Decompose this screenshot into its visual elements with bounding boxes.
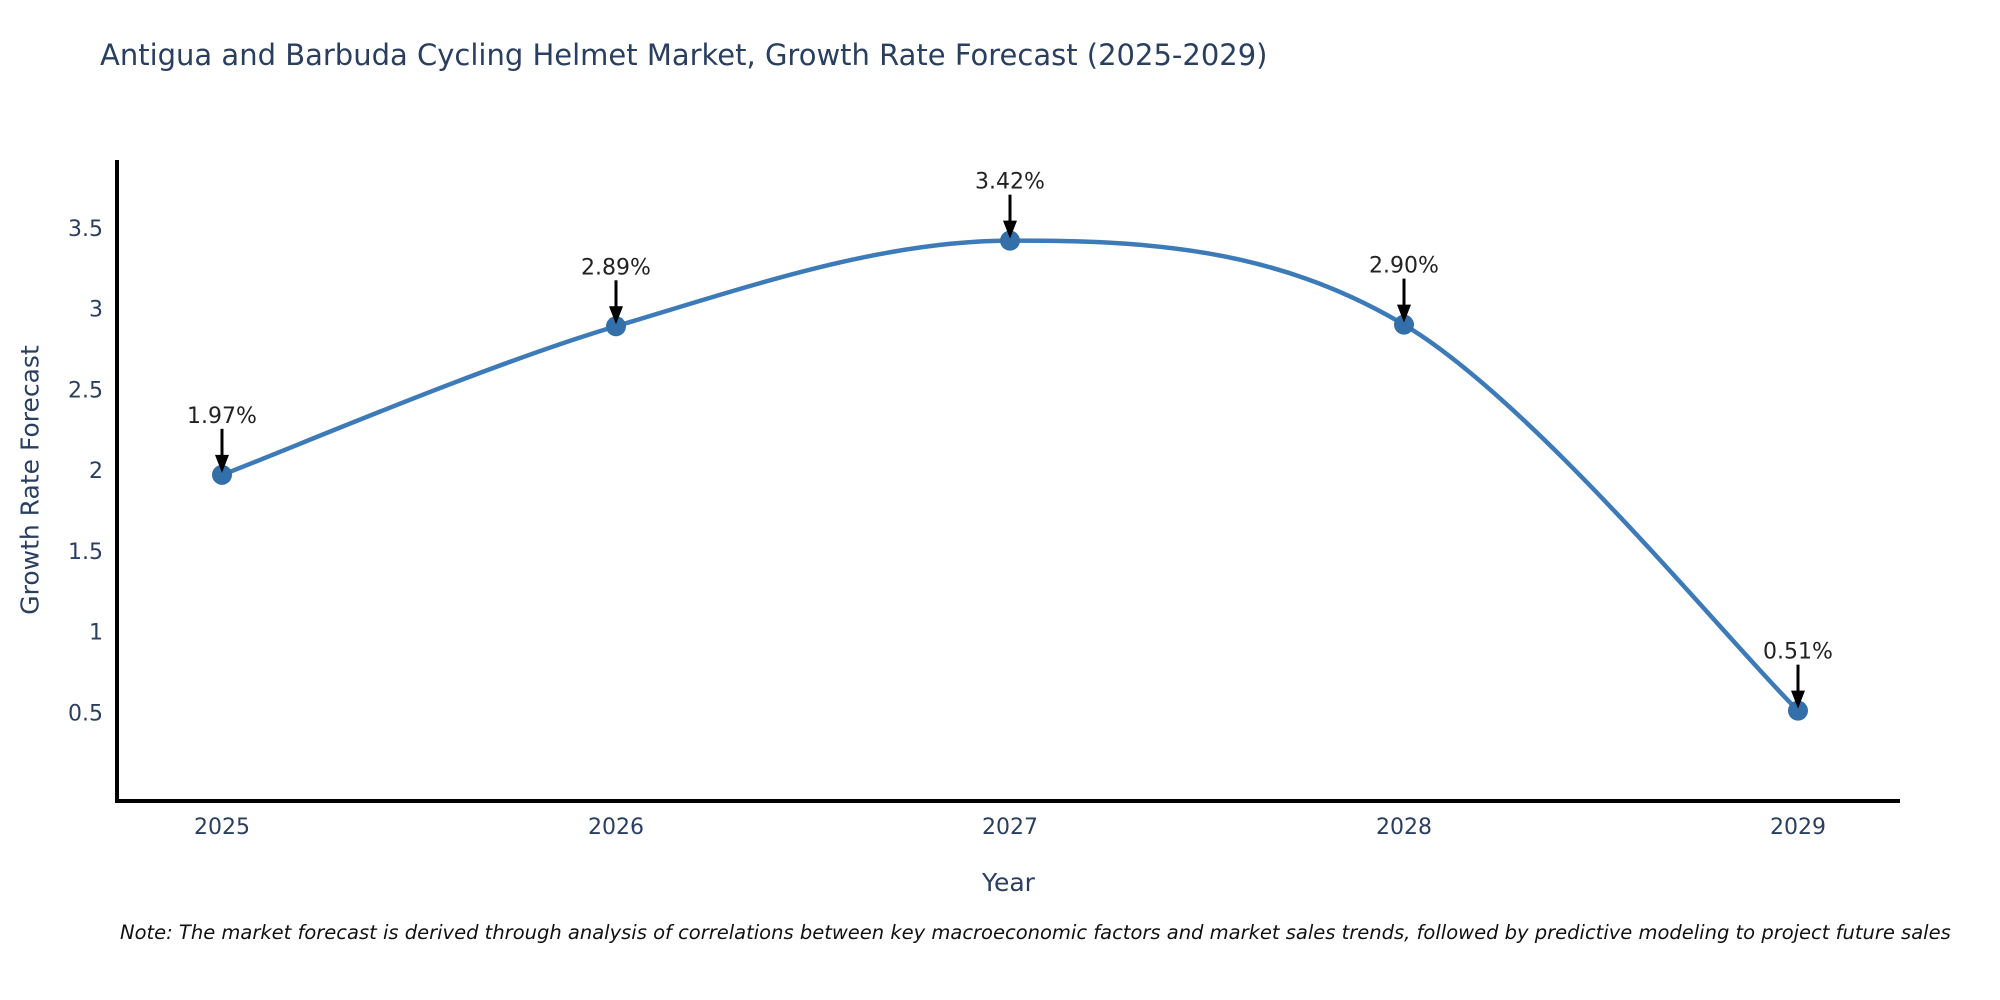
x-tick-label: 2026 [588, 815, 644, 840]
y-tick-label: 1.5 [68, 540, 103, 565]
data-point-marker [1000, 230, 1020, 251]
data-point-marker [606, 316, 626, 337]
plot-layer: 0.5 1 1.5 2 2.5 3 3.5 2025 2026 2027 2028 2029 1.97%… [68, 170, 1833, 840]
data-point-label: 2.89% [581, 255, 651, 280]
chart-title: Antigua and Barbuda Cycling Helmet Marke… [100, 38, 1268, 72]
data-point-marker [1788, 700, 1808, 721]
data-point-label: 3.42% [975, 170, 1045, 195]
data-point-label: 0.51% [1763, 640, 1833, 665]
y-tick-label: 1 [89, 621, 103, 646]
annotation-arrowhead-icon [609, 306, 623, 325]
x-tick-label: 2025 [194, 815, 250, 840]
forecast-line [219, 238, 1801, 713]
x-tick-label: 2029 [1770, 815, 1826, 840]
y-tick-label: 2 [89, 459, 103, 484]
data-point-label: 2.90% [1369, 254, 1439, 279]
data-point-label: 1.97% [187, 404, 257, 429]
footnote: Note: The market forecast is derived thr… [120, 921, 1951, 944]
annotation-arrowhead-icon [1397, 304, 1411, 323]
x-axis-title: Year [982, 868, 1035, 897]
y-tick-label: 3 [89, 298, 103, 323]
annotation-arrowhead-icon [1003, 220, 1017, 239]
y-tick-label: 3.5 [68, 217, 103, 242]
x-tick-label: 2028 [1376, 815, 1432, 840]
x-tick-label: 2027 [982, 815, 1038, 840]
annotation-arrowhead-icon [215, 454, 229, 473]
annotation-arrowhead-icon [1791, 690, 1805, 709]
data-point-marker [1394, 314, 1414, 335]
y-tick-label: 0.5 [68, 701, 103, 726]
data-point-marker [212, 464, 232, 485]
y-tick-label: 2.5 [68, 378, 103, 403]
